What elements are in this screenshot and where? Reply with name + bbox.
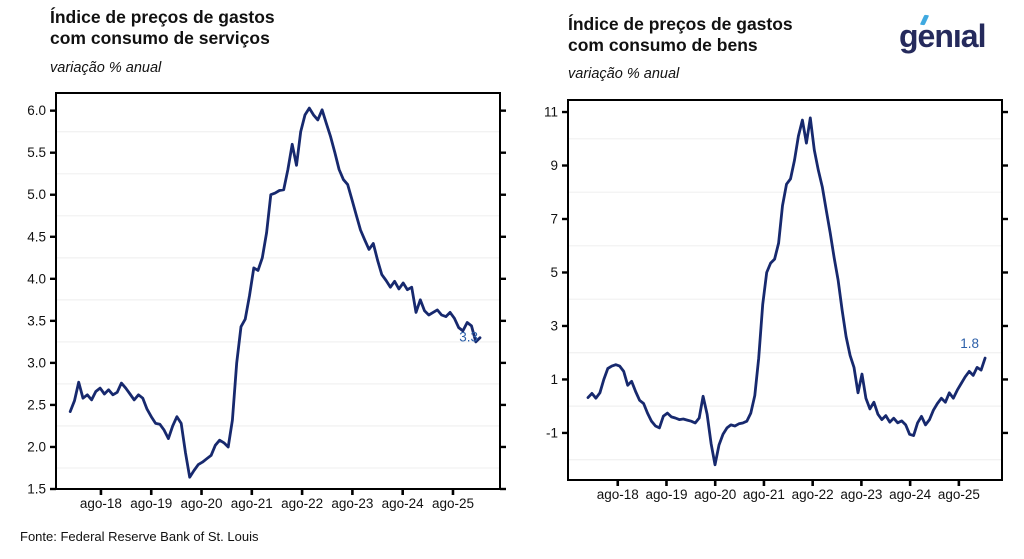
svg-text:4.5: 4.5	[27, 229, 46, 244]
svg-text:ago-24: ago-24	[889, 487, 932, 502]
source-note: Fonte: Federal Reserve Bank of St. Louis	[20, 529, 259, 544]
svg-text:5: 5	[550, 265, 558, 280]
services-line-chart: 6.0 5.5 5.0 4.5 4.0 3.5 3.0 2.5 2.0 1.5 ago-18 ago-…	[27, 92, 506, 511]
goods-chart-subtitle: variação % anual	[568, 66, 680, 82]
svg-text:ago-18: ago-18	[597, 487, 639, 502]
svg-text:ago-20: ago-20	[181, 496, 223, 511]
svg-text:3.5: 3.5	[27, 313, 46, 328]
svg-text:1: 1	[550, 372, 558, 387]
svg-text:9: 9	[550, 158, 558, 173]
svg-text:ago-19: ago-19	[645, 487, 687, 502]
goods-title-line1: Índice de preços de gastos	[568, 14, 793, 34]
svg-text:-1: -1	[546, 425, 558, 440]
svg-text:ago-18: ago-18	[80, 496, 122, 511]
svg-text:3: 3	[550, 318, 558, 333]
svg-text:1.5: 1.5	[27, 482, 46, 497]
svg-text:ago-25: ago-25	[432, 496, 474, 511]
services-title-line2: com consumo de serviços	[50, 28, 270, 48]
goods-title-line2: com consumo de bens	[568, 35, 758, 55]
svg-text:ago-19: ago-19	[130, 496, 172, 511]
svg-text:ago-23: ago-23	[840, 487, 882, 502]
svg-text:5.5: 5.5	[27, 145, 46, 160]
goods-line-chart: 11 9 7 5 3 1 -1 ago-18 ago-19 ago-20 ago-21 ago-22 a…	[544, 99, 1008, 502]
services-end-value-label: 3.3	[459, 330, 478, 345]
svg-text:2.5: 2.5	[27, 397, 46, 412]
svg-text:ago-25: ago-25	[938, 487, 980, 502]
services-title-line1: Índice de preços de gastos	[50, 7, 275, 27]
genial-logo-text: genıal	[899, 18, 986, 54]
svg-text:ago-21: ago-21	[231, 496, 273, 511]
svg-text:ago-21: ago-21	[743, 487, 785, 502]
genial-logo: genıal	[899, 14, 1017, 62]
svg-text:7: 7	[550, 212, 558, 227]
svg-text:ago-22: ago-22	[792, 487, 834, 502]
svg-text:5.0: 5.0	[27, 187, 46, 202]
svg-text:ago-20: ago-20	[694, 487, 736, 502]
goods-end-value-label: 1.8	[960, 336, 979, 351]
goods-chart-title: Índice de preços de gastos com consumo d…	[568, 14, 793, 56]
svg-text:11: 11	[544, 105, 558, 120]
svg-text:3.0: 3.0	[27, 355, 46, 370]
svg-text:ago-24: ago-24	[382, 496, 425, 511]
svg-text:ago-23: ago-23	[331, 496, 373, 511]
svg-text:2.0: 2.0	[27, 439, 46, 454]
svg-text:4.0: 4.0	[27, 271, 46, 286]
svg-text:ago-22: ago-22	[281, 496, 323, 511]
services-chart-title: Índice de preços de gastos com consumo d…	[50, 7, 275, 49]
services-chart-subtitle: variação % anual	[50, 60, 162, 76]
svg-text:6.0: 6.0	[27, 103, 46, 118]
